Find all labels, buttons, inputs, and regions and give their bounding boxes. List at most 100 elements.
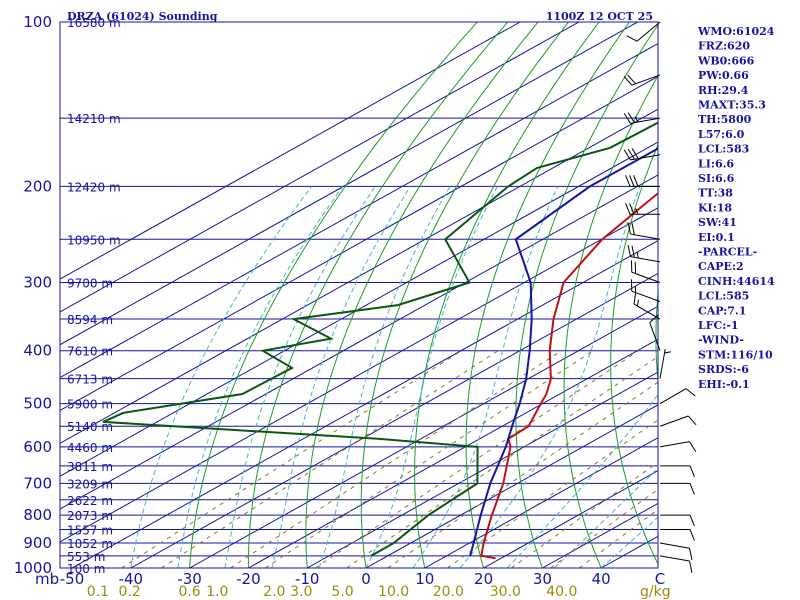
isotherm-line: [60, 22, 521, 280]
isotherm-line: [189, 305, 658, 568]
series-layer: [102, 121, 658, 560]
stat-entry: KI:18: [698, 201, 732, 214]
moist-adiabat-line: [459, 186, 641, 568]
wind-barb-flag: [627, 222, 631, 235]
wind-barb: [660, 528, 695, 541]
wind-barb-layer: [623, 21, 697, 573]
wind-barb-flag: [625, 203, 631, 215]
wind-barb-staff: [631, 74, 661, 86]
stat-entry: MAXT:35.3: [698, 99, 766, 112]
height-label: 3811 m: [67, 460, 113, 474]
isotherm-line: [60, 108, 658, 444]
pressure-tick-label: 400: [23, 342, 52, 360]
dry-adiabat-line: [414, 22, 600, 568]
wind-barb-flag: [625, 175, 631, 187]
height-label: 8594 m: [67, 313, 113, 327]
temperature-tick-label: 0: [361, 570, 371, 588]
height-label: 10950 m: [67, 233, 121, 247]
isotherm-line: [130, 272, 658, 568]
wind-barb: [649, 314, 661, 351]
stat-entry: WMO:61024: [697, 25, 775, 38]
dry-adiabat-line: [247, 22, 509, 568]
temperature-tick-label: 40: [592, 570, 611, 588]
mixing-ratio-label: 5.0: [331, 584, 353, 600]
wind-barb-flag: [626, 35, 638, 42]
wind-barb-staff: [630, 154, 661, 161]
height-label: 1557 m: [67, 523, 113, 537]
sounding-time: 1100Z 12 OCT 25: [546, 10, 653, 23]
moist-adiabat-line: [271, 186, 411, 568]
wind-barb: [623, 148, 661, 161]
height-label: 9700 m: [67, 277, 113, 291]
mixing-ratio-label: 3.0: [290, 584, 312, 600]
height-label: 2073 m: [67, 509, 113, 523]
wind-barb-staff: [659, 441, 690, 448]
wind-barb-staff: [631, 290, 661, 302]
moist-adiabat-line: [365, 186, 498, 568]
dry-adiabat-line: [515, 23, 658, 568]
pressure-tick-label: 300: [23, 274, 52, 292]
wind-barb-flag: [687, 415, 697, 426]
temperature-tick-label: -30: [177, 570, 202, 588]
wind-barb-flag: [627, 244, 631, 257]
mixing-ratio-label: 0.1: [87, 584, 109, 600]
wind-barb: [660, 465, 695, 478]
wind-barb-flag: [627, 148, 635, 160]
wind-barb-flag: [634, 116, 639, 123]
wind-barb-flag: [689, 514, 695, 527]
stat-entry: LI:6.6: [698, 157, 734, 170]
mixing-ratio-unit-label: g/kg: [640, 584, 671, 600]
wind-barb: [659, 388, 696, 405]
dry-adiabat-line: [465, 22, 630, 568]
height-label: 5140 m: [67, 420, 113, 434]
wind-barb-flag: [689, 441, 697, 452]
stat-entry: WB0:666: [697, 54, 755, 67]
wind-barb-flag: [633, 175, 639, 187]
stat-entry: EI:0.1: [698, 231, 735, 244]
mixing-ratio-line: [230, 350, 562, 568]
mixing-ratio-line: [447, 419, 658, 568]
mixing-ratio-label: 20.0: [433, 584, 464, 600]
wind-barb-flag: [664, 351, 671, 354]
wind-barb: [626, 21, 661, 42]
wind-barb-flag: [635, 208, 639, 215]
wind-barb-flag: [633, 292, 637, 305]
wind-barb: [625, 203, 660, 215]
wind-barb-staff: [659, 415, 689, 427]
temperature-tick-label: 10: [415, 570, 434, 588]
wind-barb: [625, 175, 660, 187]
wind-barb-flag: [623, 76, 633, 86]
temperature-profile-line: [480, 191, 658, 560]
stat-entry: PW:0.66: [698, 69, 749, 82]
stat-entry: FRZ:620: [698, 40, 750, 53]
isotherm-line: [483, 469, 658, 568]
height-label: 1052 m: [67, 537, 113, 551]
pressure-unit-label: mb: [35, 570, 59, 588]
moist-adiabat-line: [318, 186, 451, 568]
mixing-ratio-line: [265, 350, 594, 568]
wind-barb-flag: [623, 149, 631, 161]
pressure-tick-label: 900: [23, 534, 52, 552]
wind-barb-flag: [689, 548, 693, 560]
isotherm-line: [60, 22, 638, 346]
wind-barb-flag: [649, 314, 659, 323]
temperature-tick-label: -20: [236, 570, 261, 588]
stat-entry: CAPE:2: [698, 260, 744, 273]
wind-barb-flag: [689, 465, 695, 478]
wind-barb: [659, 542, 693, 560]
wind-barb: [659, 349, 671, 379]
temperature-tick-label: 20: [474, 570, 493, 588]
dry-adiabat-line: [305, 22, 539, 568]
wind-barb-staff: [649, 322, 661, 351]
height-label: 4460 m: [67, 441, 113, 455]
wind-barb: [659, 555, 693, 573]
mixing-ratio-label: 2.0: [263, 584, 285, 600]
mixing-ratio-label: 10.0: [378, 584, 409, 600]
stat-entry: RH:29.4: [698, 84, 749, 97]
pressure-tick-label: 200: [23, 177, 52, 195]
pressure-tick-label: 100: [23, 13, 52, 31]
isotherm-line: [60, 207, 658, 543]
wind-barb: [659, 415, 697, 427]
